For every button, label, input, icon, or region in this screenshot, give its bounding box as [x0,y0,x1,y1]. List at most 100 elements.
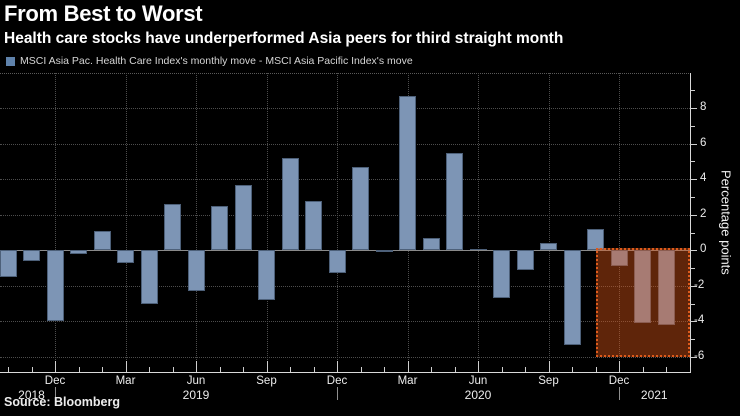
bar [187,250,205,292]
gridline-x [126,73,127,372]
x-axis-line [0,372,691,373]
x-tick-label: Dec [44,375,66,387]
x-tick-minor [502,367,503,372]
x-tick-major [478,361,479,372]
bar [399,95,416,251]
x-tick-minor [525,367,526,372]
y-tick-label: 4 [700,172,707,184]
gridline-x [619,73,620,372]
bar [540,243,557,251]
bar [469,248,487,251]
bar [258,250,275,301]
bar [234,184,252,251]
gridline-x [55,73,56,372]
y-tick-label: -2 [694,279,705,291]
y-tick-label: -4 [694,314,705,326]
gridline-y [0,144,690,145]
bar [563,250,581,345]
bar [446,152,463,251]
x-tick-major [267,361,268,372]
y-tick-major [690,321,697,322]
year-label: 2019 [182,388,210,402]
x-tick-minor [32,367,33,372]
y-tick-label: 8 [700,101,707,113]
bar [140,250,158,304]
gridline-x [337,73,338,372]
x-tick-minor [290,367,291,372]
bar [493,250,510,299]
y-tick-major [690,215,697,216]
gridline-y [0,321,690,322]
x-tick-minor [690,367,691,372]
x-tick-label: Jun [186,375,206,387]
y-tick-label: 6 [700,137,707,149]
x-tick-minor [572,367,573,372]
y-tick-label: 0 [700,243,707,255]
year-divider [337,387,338,400]
y-tick-major [690,250,697,251]
y-axis-line [690,73,691,372]
x-tick-minor [149,367,150,372]
x-tick-label: Mar [397,375,418,387]
x-tick-major [549,361,550,372]
bar [305,200,322,251]
legend-swatch-icon [6,56,15,66]
gridline-y [0,286,690,287]
x-tick-minor [102,367,103,372]
x-tick-minor [243,367,244,372]
bar [70,250,87,254]
x-tick-major [408,361,409,372]
x-tick-label: Sep [538,375,559,387]
bar [375,250,393,253]
gridline-y [0,108,690,109]
x-tick-minor [431,367,432,372]
year-label: 2020 [464,388,492,402]
chart-subtitle: Health care stocks have underperformed A… [4,30,564,47]
x-tick-major [337,361,338,372]
y-tick-minor [690,339,695,340]
x-tick-minor [455,367,456,372]
gridline-x [478,73,479,372]
year-label: 2018 [18,388,45,402]
year-divider [55,387,56,400]
y-tick-label: 2 [700,208,707,220]
bar [657,250,675,326]
bar [117,250,134,263]
bar [352,166,369,251]
x-tick-label: Mar [115,375,136,387]
x-tick-minor [384,367,385,372]
bar [164,204,181,251]
gridline-y [0,357,690,358]
bar [93,230,111,251]
x-tick-major [619,361,620,372]
x-tick-label: Sep [256,375,277,387]
bar [23,250,40,261]
y-tick-minor [690,233,695,234]
x-tick-minor [596,367,597,372]
y-tick-minor [690,197,695,198]
bar [634,250,651,324]
gridline-x [196,73,197,372]
x-tick-label: Dec [326,375,348,387]
y-axis-title: Percentage points [718,170,734,275]
y-tick-major [690,144,697,145]
y-tick-minor [690,90,695,91]
bar [281,157,299,251]
x-tick-minor [666,367,667,372]
x-tick-label: Jun [468,375,488,387]
y-tick-major [690,179,697,180]
y-tick-major [690,357,697,358]
plot-top-border [0,73,691,74]
year-label: 2021 [640,388,668,402]
bar [0,250,17,277]
gridline-x [267,73,268,372]
y-tick-minor [690,304,695,305]
legend: MSCI Asia Pac. Health Care Index's month… [6,55,413,67]
x-tick-label: Dec [608,375,630,387]
y-tick-minor [690,126,695,127]
x-tick-minor [220,367,221,372]
chart-title: From Best to Worst [4,1,203,26]
bar [610,250,628,267]
